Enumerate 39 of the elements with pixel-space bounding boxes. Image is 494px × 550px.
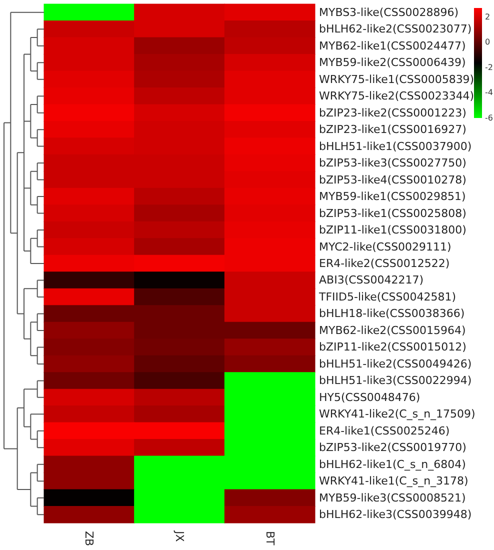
y-tick-label: bZIP53-like2(CSS0019770): [319, 441, 466, 454]
y-tick-label: bHLH62-like3(CSS0039948): [319, 508, 472, 522]
y-tick-label: bZIP11-like1(CSS0031800): [319, 224, 466, 237]
y-tick-label: MYB59-like2(CSS0006439): [319, 56, 466, 70]
y-tick-label: HY5(CSS0048476): [319, 390, 420, 404]
color-bar-label: 0: [485, 38, 490, 47]
color-bar-label: 2: [485, 12, 490, 22]
y-tick-label: bZIP53-like4(CSS0010278): [319, 173, 466, 186]
y-tick-label: bHLH51-like1(CSS0037900): [319, 140, 472, 153]
color-bar-label: -6: [485, 114, 493, 122]
y-tick-label: MYB59-like1(CSS0029851): [319, 190, 466, 204]
y-tick-label: bHLH62-like1(C_s_n_6804): [319, 458, 466, 471]
y-tick-label: TFIID5-like(CSS0042581): [318, 290, 456, 304]
y-tick-label: WRKY75-like1(CSS0005839): [319, 72, 474, 86]
x-tick-label: ZB: [82, 531, 96, 546]
y-tick-label: MYB62-like2(CSS0015964): [319, 324, 466, 337]
color-bar-label: -4: [485, 88, 493, 98]
y-tick-label: bHLH62-like2(CSS0023077): [319, 22, 472, 36]
y-tick-label: WRKY41-like1(C_s_n_3178): [319, 474, 468, 488]
y-tick-label: bZIP23-like1(CSS0016927): [319, 123, 466, 136]
y-tick-label: bZIP53-like3(CSS0027750): [319, 156, 466, 170]
y-tick-label: WRKY75-like2(CSS0023344): [319, 90, 474, 103]
y-tick-label: ER4-like1(CSS0025246): [319, 424, 450, 438]
y-tick-label: bZIP11-like2(CSS0015012): [319, 340, 466, 354]
y-tick-label: ABI3(CSS0042217): [319, 274, 424, 287]
y-tick-label: bHLH18-like(CSS0038366): [319, 307, 465, 320]
y-tick-label: MYC2-like(CSS0029111): [319, 240, 452, 254]
x-tick-label: BT: [263, 531, 276, 546]
y-tick-label: MYBS3-like(CSS0028896): [319, 6, 459, 19]
color-bar-label: -2: [485, 62, 493, 72]
x-tick-label: JX: [173, 530, 186, 542]
y-tick-label: MYB62-like1(CSS0024477): [319, 39, 466, 52]
y-tick-label: bZIP53-like1(CSS0025808): [319, 206, 466, 220]
y-tick-label: bHLH51-like2(CSS0049426): [319, 357, 472, 370]
y-tick-label: ER4-like2(CSS0012522): [319, 257, 450, 270]
y-tick-label: MYB59-like3(CSS0008521): [319, 491, 466, 504]
y-tick-label: WRKY41-like2(C_s_n_17509): [319, 408, 476, 421]
y-tick-label: bZIP23-like2(CSS0001223): [319, 106, 466, 120]
y-tick-label: bHLH51-like3(CSS0022994): [319, 374, 472, 388]
